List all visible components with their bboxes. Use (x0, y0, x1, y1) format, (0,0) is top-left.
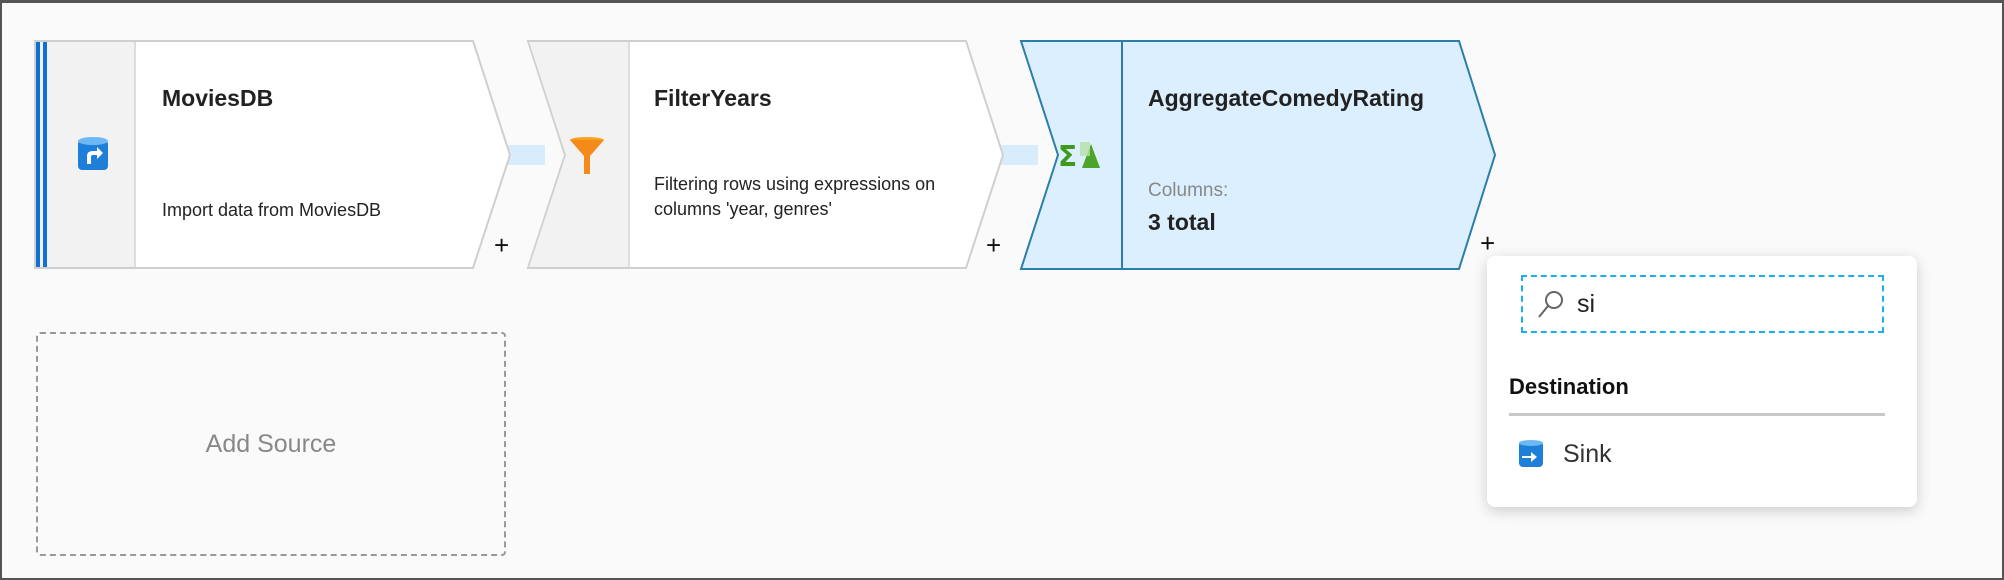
columns-value: 3 total (1148, 209, 1216, 235)
menu-item-label: Sink (1563, 439, 1612, 468)
node-title: MoviesDB (162, 85, 274, 111)
add-source-label: Add Source (205, 429, 337, 458)
node-description: Filtering rows using expressions on colu… (654, 174, 936, 219)
connector (505, 145, 545, 165)
source-database-icon (78, 137, 108, 170)
node-title: AggregateComedyRating (1148, 85, 1425, 111)
aggregate-icon: Σ (1058, 140, 1100, 170)
add-transform-popup: Destination Sink (1487, 256, 1917, 507)
menu-item-sink[interactable]: Sink (1517, 439, 1612, 469)
node-moviesdb[interactable] (34, 40, 512, 269)
add-transform-button[interactable]: + (986, 230, 1002, 260)
node-filteryears[interactable] (526, 40, 1005, 269)
search-input[interactable] (1575, 288, 1879, 320)
columns-label: Columns: (1148, 180, 1229, 201)
search-box[interactable] (1521, 275, 1884, 333)
node-title: FilterYears (654, 85, 772, 111)
connector (998, 145, 1038, 165)
add-transform-button[interactable]: + (1480, 228, 1496, 258)
svg-text:Σ: Σ (1058, 140, 1077, 170)
node-aggregatecomedyrating[interactable] (1019, 40, 1497, 270)
add-source-button[interactable]: Add Source (36, 332, 506, 556)
sink-icon (1519, 440, 1543, 467)
section-header-destination: Destination (1509, 374, 1629, 399)
section-divider (1509, 413, 1885, 416)
add-transform-button[interactable]: + (494, 230, 510, 260)
search-icon (1538, 291, 1563, 318)
filter-funnel-icon (570, 137, 604, 174)
node-description: Import data from MoviesDB (162, 200, 382, 220)
